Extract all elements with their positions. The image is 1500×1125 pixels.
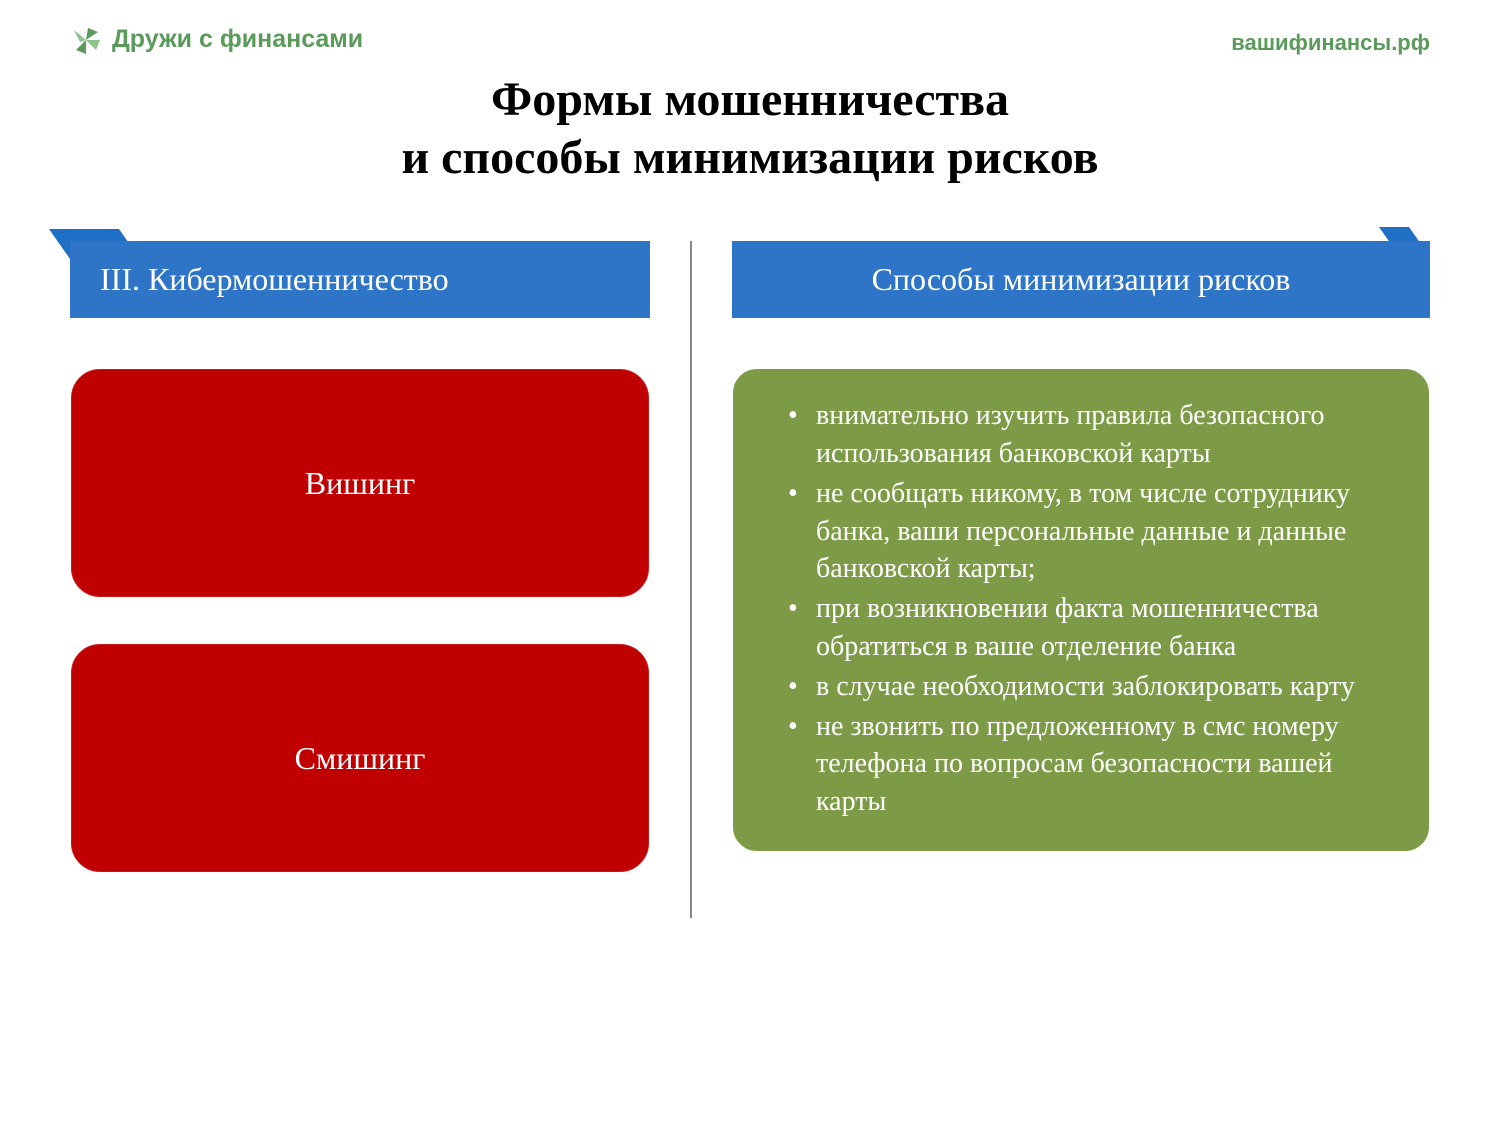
title-line-1: Формы мошенничества (0, 71, 1500, 129)
logo-left-text: Дружи с финансами (112, 25, 363, 54)
bullet-item: внимательно изучить правила безопасного … (788, 397, 1394, 473)
bullet-item: в случае необходимости заблокировать кар… (788, 668, 1394, 706)
logo-right-text: вашифинансы.рф (1231, 30, 1430, 56)
fraud-card-smishing: Смишинг (70, 643, 650, 873)
left-column: III. Кибермошенничество Вишинг Смишинг (70, 241, 690, 918)
right-column: Способы минимизации рисков внимательно и… (690, 241, 1430, 918)
title-line-2: и способы минимизации рисков (0, 129, 1500, 187)
left-tab-label: III. Кибермошенничество (70, 241, 650, 318)
right-tab-header: Способы минимизации рисков (732, 241, 1430, 318)
page-title: Формы мошенничества и способы минимизаци… (0, 71, 1500, 186)
right-tab-label: Способы минимизации рисков (732, 241, 1430, 318)
header: Дружи с финансами вашифинансы.рф (0, 0, 1500, 56)
fraud-card-vishing: Вишинг (70, 368, 650, 598)
content-area: III. Кибермошенничество Вишинг Смишинг С… (0, 241, 1500, 918)
bullet-item: не сообщать никому, в том числе сотрудни… (788, 475, 1394, 588)
pinwheel-icon (70, 26, 102, 54)
bullet-item: при возникновении факта мошенничества об… (788, 590, 1394, 666)
risk-minimization-panel: внимательно изучить правила безопасного … (732, 368, 1430, 852)
bullet-list: внимательно изучить правила безопасного … (788, 397, 1394, 821)
logo-left: Дружи с финансами (70, 25, 363, 54)
bullet-item: не звонить по предложенному в смс номеру… (788, 708, 1394, 821)
left-tab-header: III. Кибермошенничество (70, 241, 650, 318)
